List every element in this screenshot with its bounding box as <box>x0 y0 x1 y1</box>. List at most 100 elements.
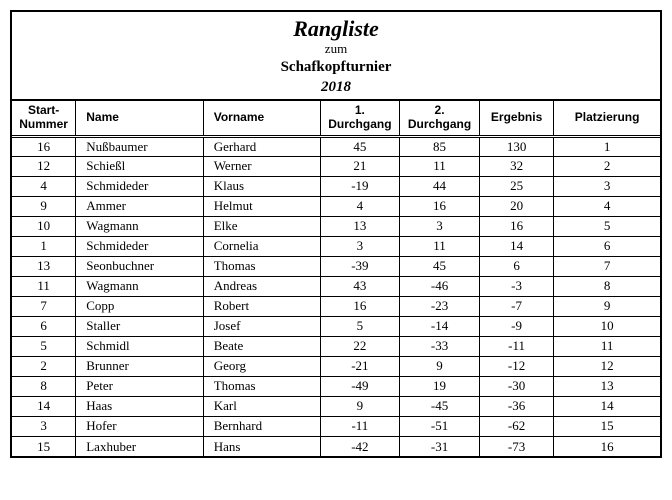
cell-vorname: Elke <box>203 216 320 236</box>
rangliste-sheet: Rangliste zum Schafkopfturnier 2018 Star… <box>10 10 662 458</box>
cell-name: Wagmann <box>76 276 203 296</box>
table-row: 9AmmerHelmut416204 <box>12 196 660 216</box>
cell-durchgang1: -19 <box>320 176 400 196</box>
cell-ergebnis: -30 <box>479 376 553 396</box>
cell-durchgang1: -11 <box>320 416 400 436</box>
cell-platzierung: 14 <box>554 396 660 416</box>
cell-durchgang2: -23 <box>400 296 480 316</box>
cell-vorname: Hans <box>203 436 320 456</box>
cell-durchgang2: 85 <box>400 136 480 156</box>
cell-durchgang1: -39 <box>320 256 400 276</box>
cell-vorname: Gerhard <box>203 136 320 156</box>
cell-name: Schießl <box>76 156 203 176</box>
cell-durchgang2: -45 <box>400 396 480 416</box>
cell-platzierung: 16 <box>554 436 660 456</box>
cell-start-nummer: 14 <box>12 396 76 416</box>
cell-ergebnis: 25 <box>479 176 553 196</box>
cell-platzierung: 10 <box>554 316 660 336</box>
cell-ergebnis: 16 <box>479 216 553 236</box>
cell-durchgang2: 16 <box>400 196 480 216</box>
cell-durchgang1: 5 <box>320 316 400 336</box>
cell-ergebnis: 32 <box>479 156 553 176</box>
cell-ergebnis: -73 <box>479 436 553 456</box>
cell-vorname: Beate <box>203 336 320 356</box>
cell-start-nummer: 9 <box>12 196 76 216</box>
cell-vorname: Karl <box>203 396 320 416</box>
col-name: Name <box>76 101 203 136</box>
cell-durchgang2: 9 <box>400 356 480 376</box>
rangliste-table: Start-Nummer Name Vorname 1.Durchgang 2.… <box>12 101 660 456</box>
cell-durchgang1: 45 <box>320 136 400 156</box>
table-row: 3HoferBernhard-11-51-6215 <box>12 416 660 436</box>
cell-platzierung: 9 <box>554 296 660 316</box>
cell-name: Schmideder <box>76 236 203 256</box>
col-platzierung: Platzierung <box>554 101 660 136</box>
cell-durchgang1: 22 <box>320 336 400 356</box>
cell-name: Haas <box>76 396 203 416</box>
table-row: 11WagmannAndreas43-46-38 <box>12 276 660 296</box>
title-event: Schafkopfturnier <box>12 58 660 78</box>
cell-durchgang2: 11 <box>400 236 480 256</box>
table-row: 1SchmidederCornelia311146 <box>12 236 660 256</box>
table-row: 10WagmannElke133165 <box>12 216 660 236</box>
cell-durchgang1: 4 <box>320 196 400 216</box>
table-row: 6StallerJosef5-14-910 <box>12 316 660 336</box>
cell-start-nummer: 6 <box>12 316 76 336</box>
cell-ergebnis: -7 <box>479 296 553 316</box>
cell-durchgang1: 3 <box>320 236 400 256</box>
cell-durchgang1: 16 <box>320 296 400 316</box>
cell-platzierung: 1 <box>554 136 660 156</box>
cell-name: Nußbaumer <box>76 136 203 156</box>
table-row: 15LaxhuberHans-42-31-7316 <box>12 436 660 456</box>
cell-name: Schmideder <box>76 176 203 196</box>
cell-vorname: Josef <box>203 316 320 336</box>
cell-durchgang2: 19 <box>400 376 480 396</box>
cell-vorname: Andreas <box>203 276 320 296</box>
title-main: Rangliste <box>12 16 660 41</box>
cell-durchgang2: 11 <box>400 156 480 176</box>
cell-vorname: Helmut <box>203 196 320 216</box>
cell-platzierung: 7 <box>554 256 660 276</box>
cell-platzierung: 13 <box>554 376 660 396</box>
cell-durchgang1: 43 <box>320 276 400 296</box>
table-row: 5SchmidlBeate22-33-1111 <box>12 336 660 356</box>
cell-platzierung: 11 <box>554 336 660 356</box>
cell-durchgang2: 44 <box>400 176 480 196</box>
cell-vorname: Bernhard <box>203 416 320 436</box>
cell-name: Schmidl <box>76 336 203 356</box>
cell-vorname: Robert <box>203 296 320 316</box>
cell-platzierung: 3 <box>554 176 660 196</box>
cell-start-nummer: 4 <box>12 176 76 196</box>
col-durchgang1: 1.Durchgang <box>320 101 400 136</box>
cell-ergebnis: -36 <box>479 396 553 416</box>
col-ergebnis: Ergebnis <box>479 101 553 136</box>
cell-start-nummer: 16 <box>12 136 76 156</box>
cell-name: Staller <box>76 316 203 336</box>
table-header: Start-Nummer Name Vorname 1.Durchgang 2.… <box>12 101 660 136</box>
cell-name: Ammer <box>76 196 203 216</box>
cell-name: Brunner <box>76 356 203 376</box>
cell-platzierung: 2 <box>554 156 660 176</box>
cell-durchgang1: -49 <box>320 376 400 396</box>
cell-start-nummer: 8 <box>12 376 76 396</box>
col-durchgang2: 2.Durchgang <box>400 101 480 136</box>
cell-ergebnis: 6 <box>479 256 553 276</box>
cell-start-nummer: 1 <box>12 236 76 256</box>
table-row: 2BrunnerGeorg-219-1212 <box>12 356 660 376</box>
cell-ergebnis: -3 <box>479 276 553 296</box>
cell-durchgang2: -33 <box>400 336 480 356</box>
table-row: 4SchmidederKlaus-1944253 <box>12 176 660 196</box>
cell-ergebnis: 14 <box>479 236 553 256</box>
table-row: 14HaasKarl9-45-3614 <box>12 396 660 416</box>
cell-ergebnis: 130 <box>479 136 553 156</box>
cell-durchgang2: -51 <box>400 416 480 436</box>
cell-ergebnis: -11 <box>479 336 553 356</box>
col-start-nummer: Start-Nummer <box>12 101 76 136</box>
table-row: 7CoppRobert16-23-79 <box>12 296 660 316</box>
cell-name: Copp <box>76 296 203 316</box>
table-row: 16NußbaumerGerhard45851301 <box>12 136 660 156</box>
cell-start-nummer: 3 <box>12 416 76 436</box>
cell-durchgang1: 9 <box>320 396 400 416</box>
table-row: 13SeonbuchnerThomas-394567 <box>12 256 660 276</box>
title-year: 2018 <box>12 78 660 98</box>
